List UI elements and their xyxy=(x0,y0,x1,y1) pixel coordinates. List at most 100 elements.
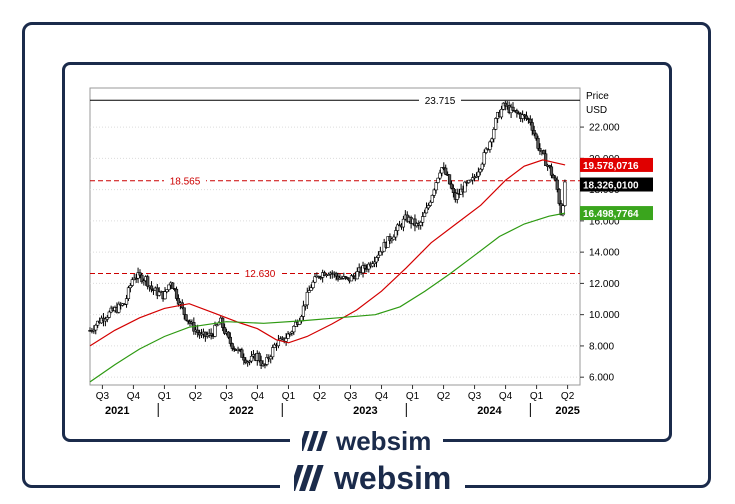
candle-body xyxy=(396,224,400,231)
x-quarter-label: Q2 xyxy=(313,391,327,402)
candle-body xyxy=(146,276,150,287)
candle-body xyxy=(284,338,288,342)
candle-body xyxy=(92,329,96,332)
candle-body xyxy=(447,174,452,185)
candle-body xyxy=(292,326,296,333)
x-quarter-label: Q1 xyxy=(530,391,544,402)
candle-body xyxy=(422,212,427,217)
candle-body xyxy=(478,168,482,173)
x-quarter-label: Q3 xyxy=(96,391,110,402)
x-year-label: 2025 xyxy=(555,405,579,417)
candle-body xyxy=(322,272,327,277)
moving-average-green xyxy=(89,212,566,383)
candle-body xyxy=(380,250,384,253)
candle-body xyxy=(490,138,494,143)
candle-body xyxy=(555,179,559,190)
candle-body xyxy=(226,331,231,338)
candle-body xyxy=(142,280,146,283)
reference-line-label: 18.565 xyxy=(170,176,201,187)
candle-body xyxy=(199,333,204,336)
candle-body xyxy=(557,189,561,204)
candle-body xyxy=(128,285,132,289)
value-badge xyxy=(580,206,653,221)
candle-body xyxy=(265,357,269,365)
candle-body xyxy=(517,112,521,115)
candle-body xyxy=(149,285,154,290)
candle-body xyxy=(482,152,486,165)
x-quarter-label: Q2 xyxy=(561,391,575,402)
candle-body xyxy=(378,251,382,256)
websim-logo-outer: websim xyxy=(280,458,466,498)
y-tick-label: 12.000 xyxy=(589,279,620,290)
candle-body xyxy=(96,320,100,326)
candle-body xyxy=(426,205,431,209)
value-badge-label: 16.498,7764 xyxy=(583,209,639,220)
candle-body xyxy=(165,289,169,292)
candle-body xyxy=(413,218,417,227)
candle-body xyxy=(428,201,432,206)
candle-body xyxy=(469,179,473,182)
candle-body xyxy=(344,276,348,278)
candle-body xyxy=(474,175,479,178)
candle-body xyxy=(563,181,567,206)
candle-body xyxy=(215,324,219,327)
websim-logo-inner: websim xyxy=(290,425,444,456)
price-axis-label: Price xyxy=(586,91,609,102)
candle-body xyxy=(286,333,290,339)
candle-body xyxy=(311,281,315,289)
candle-body xyxy=(476,171,481,177)
candle-body xyxy=(290,331,294,334)
candle-body xyxy=(538,148,542,152)
candle-body xyxy=(186,319,190,322)
candle-body xyxy=(259,360,263,366)
websim-mark-icon xyxy=(302,431,328,451)
candle-body xyxy=(171,282,175,289)
moving-average-red xyxy=(89,159,566,347)
candle-body xyxy=(307,290,311,293)
candle-body xyxy=(136,272,140,279)
x-quarter-label: Q4 xyxy=(127,391,141,402)
candle-body xyxy=(249,355,254,362)
candle-body xyxy=(105,317,109,320)
candle-body xyxy=(184,314,188,321)
candle-body xyxy=(390,238,394,242)
x-quarter-label: Q1 xyxy=(158,391,172,402)
candle-body xyxy=(209,332,213,336)
x-year-label: 2024 xyxy=(477,405,502,417)
value-badge xyxy=(580,157,653,172)
candle-body xyxy=(532,130,536,135)
reference-label-bg xyxy=(164,174,206,187)
candle-body xyxy=(471,177,475,181)
websim-mark-icon xyxy=(294,465,324,491)
candle-body xyxy=(278,338,282,341)
candle-body xyxy=(503,102,507,107)
candle-body xyxy=(272,344,277,348)
candle-body xyxy=(313,276,317,283)
candle-body xyxy=(242,357,246,361)
y-tick-label: 22.000 xyxy=(589,123,620,134)
candle-body xyxy=(424,207,429,214)
candle-body xyxy=(303,304,307,307)
candle-body xyxy=(124,298,129,305)
candle-body xyxy=(309,287,313,291)
candle-body xyxy=(244,359,248,364)
websim-logo-text: websim xyxy=(336,425,432,456)
candle-body xyxy=(374,257,379,263)
x-quarter-label: Q3 xyxy=(220,391,234,402)
candle-body xyxy=(103,318,107,322)
candle-body xyxy=(326,274,331,276)
candle-body xyxy=(140,274,144,283)
candle-body xyxy=(434,182,438,191)
candle-body xyxy=(361,265,365,274)
candle-body xyxy=(528,118,532,123)
candle-body xyxy=(269,356,273,360)
candle-body xyxy=(388,236,392,242)
candle-body xyxy=(547,165,552,168)
candle-body xyxy=(288,332,292,335)
candle-body xyxy=(157,291,161,296)
candle-body xyxy=(371,263,375,267)
candle-body xyxy=(334,272,338,277)
x-quarter-label: Q2 xyxy=(189,391,203,402)
candle-body xyxy=(130,279,134,286)
candle-body xyxy=(551,174,555,179)
